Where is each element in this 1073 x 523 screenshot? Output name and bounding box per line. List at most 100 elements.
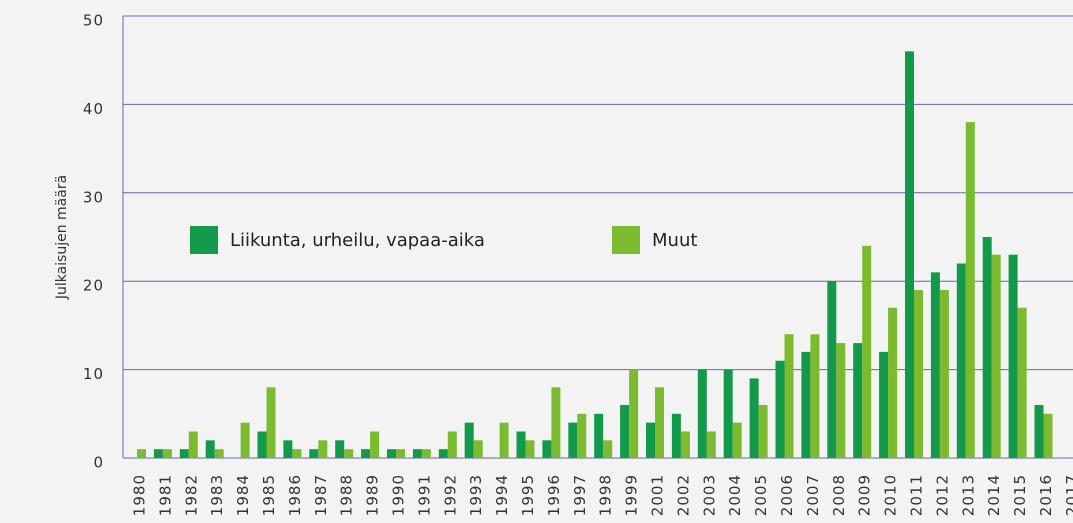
bar: [361, 449, 371, 458]
bar: [577, 413, 587, 458]
bar: [646, 422, 655, 458]
bar: [473, 440, 483, 458]
y-tick-label: 10: [83, 365, 104, 383]
bar: [551, 387, 561, 458]
bar: [396, 449, 405, 458]
legend-label: Liikunta, urheilu, vapaa-aika: [230, 230, 485, 251]
bar: [1043, 413, 1053, 458]
x-tick-label: 2006: [778, 474, 796, 516]
x-tick-label: 1998: [597, 474, 615, 516]
bar: [732, 422, 742, 458]
y-tick-label: 20: [83, 277, 104, 295]
y-tick-label: 50: [83, 12, 104, 30]
bar: [283, 440, 293, 458]
x-tick-label: 2007: [804, 474, 822, 516]
bar: [758, 404, 768, 458]
x-tick-label: 2010: [882, 474, 900, 516]
bar: [344, 449, 354, 458]
bar: [680, 431, 690, 458]
bar: [965, 122, 975, 458]
x-tick-label: 2013: [959, 474, 977, 516]
x-tick-label: 1993: [467, 474, 485, 516]
x-tick-label: 2015: [1011, 474, 1029, 516]
x-tick-label: 1986: [286, 474, 304, 516]
bar: [801, 351, 811, 458]
y-tick-label: 40: [83, 100, 104, 118]
x-tick-label: 1991: [415, 474, 433, 516]
y-tick-label: 0: [93, 454, 104, 472]
bar: [525, 440, 535, 458]
bar: [335, 440, 345, 458]
bar: [542, 440, 552, 458]
x-tick-label: 2002: [674, 474, 692, 516]
bar: [879, 351, 889, 458]
bar: [827, 281, 837, 458]
bar: [516, 431, 526, 458]
bar: [749, 378, 759, 458]
x-tick-label: 1984: [234, 474, 252, 516]
bar: [266, 387, 276, 458]
bar: [671, 413, 681, 458]
x-tick-label: 2017: [1063, 474, 1073, 516]
x-tick-label: 1980: [131, 474, 149, 516]
bar: [292, 449, 302, 458]
x-tick-label: 1987: [312, 474, 330, 516]
bar: [438, 449, 448, 458]
x-tick-label: 1996: [545, 474, 563, 516]
bar: [1017, 307, 1027, 458]
x-tick-label: 1989: [364, 474, 382, 516]
x-tick-label: 1995: [519, 474, 537, 516]
bar: [620, 404, 630, 458]
bar: [697, 369, 707, 458]
x-tick-label: 1994: [493, 474, 511, 516]
bar: [1034, 404, 1044, 458]
x-tick-label: 2008: [830, 474, 848, 516]
bar: [1008, 254, 1018, 458]
bar: [162, 449, 172, 458]
bar: [862, 245, 872, 458]
bar: [240, 422, 250, 458]
bar: [810, 334, 820, 458]
bar: [905, 51, 914, 459]
bar: [784, 334, 794, 458]
bar: [387, 449, 396, 458]
bar: [836, 343, 846, 458]
bar: [568, 422, 578, 458]
bar: [603, 440, 613, 458]
bar: [982, 237, 992, 458]
x-tick-label: 2016: [1037, 474, 1055, 516]
legend-label: Muut: [652, 230, 697, 251]
x-tick-label: 1982: [182, 474, 200, 516]
bar: [464, 422, 474, 458]
bar: [914, 290, 923, 458]
x-tick-label: 2003: [700, 474, 718, 516]
bar: [421, 449, 431, 458]
x-tick-label: 2001: [649, 474, 667, 516]
x-tick-label: 1999: [623, 474, 641, 516]
bar: [318, 440, 328, 458]
x-tick-label: 1988: [338, 474, 356, 516]
legend-swatch: [612, 226, 640, 254]
x-tick-label: 2011: [908, 474, 926, 516]
bar: [179, 449, 189, 458]
bar: [309, 449, 319, 458]
bar: [655, 387, 664, 458]
bar: [412, 449, 422, 458]
bar: [205, 440, 215, 458]
x-tick-label: 1985: [260, 474, 278, 516]
bar: [370, 431, 380, 458]
x-tick-label: 1992: [441, 474, 459, 516]
x-tick-label: 2009: [856, 474, 874, 516]
y-tick-label: 30: [83, 188, 104, 206]
bar: [888, 307, 898, 458]
x-tick-label: 1997: [571, 474, 589, 516]
bar: [930, 272, 940, 458]
bar: [447, 431, 457, 458]
bar: [853, 343, 863, 458]
x-tick-label: 2014: [985, 474, 1003, 516]
bar: [594, 413, 604, 458]
bar: [991, 254, 1001, 458]
bar: [956, 263, 966, 458]
bar: [499, 422, 509, 458]
